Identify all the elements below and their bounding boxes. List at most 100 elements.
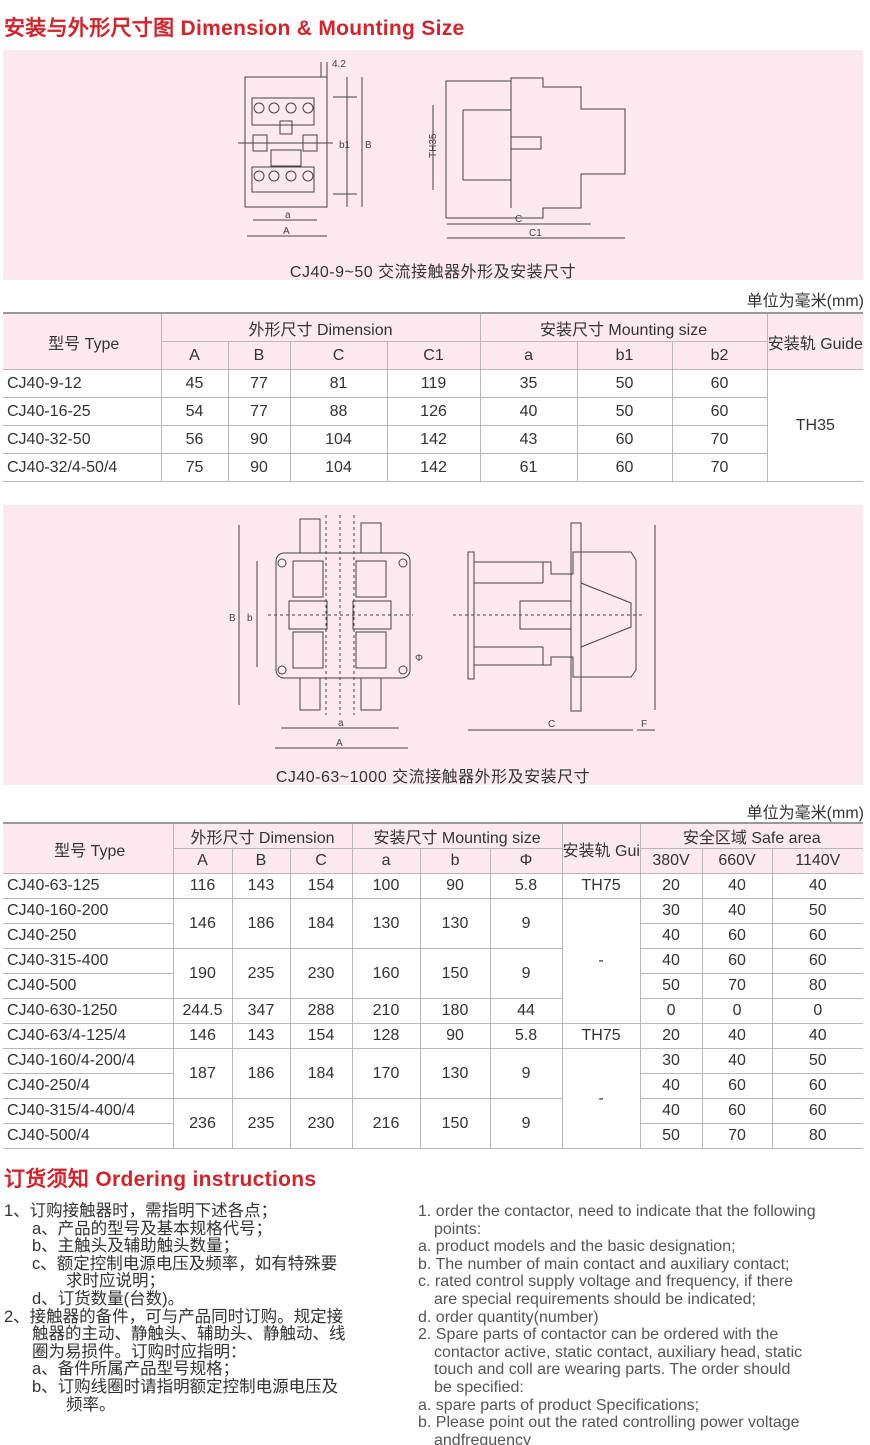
safe-area-cell: 40: [639, 1073, 703, 1099]
value-cell: 90: [419, 1023, 491, 1049]
instruction-line: touch and coll are wearing parts. The or…: [434, 1361, 791, 1379]
value-cell: 184: [289, 1048, 353, 1099]
table-row: CJ40-500 50 70 80: [3, 973, 864, 999]
value-cell: 5.8: [489, 1023, 563, 1049]
model-cell: CJ40-250: [3, 923, 173, 949]
instruction-line: be specified:: [434, 1378, 524, 1396]
value-cell: 160: [351, 948, 421, 999]
value-cell: 60: [671, 369, 768, 398]
value-cell: 150: [419, 1098, 491, 1149]
table-row: CJ40-63-125 116 143 154 100 90 5.8 TH75 20 40 40: [3, 873, 864, 899]
instruction-line: 求时应说明；: [66, 1272, 165, 1291]
header-guide: 安装轨 Guide: [561, 823, 641, 874]
safe-area-cell: 20: [639, 873, 703, 899]
dim-4-2-label: 4.2: [332, 59, 346, 70]
value-cell: 154: [289, 1023, 353, 1049]
model-cell: CJ40-16-25: [3, 397, 161, 426]
safe-area-cell: 80: [771, 1123, 864, 1149]
model-cell: CJ40-630-1250: [3, 998, 173, 1024]
value-cell: 54: [160, 397, 228, 426]
dim-A-large-label: A: [336, 738, 343, 749]
value-cell: 56: [160, 425, 228, 454]
guide-cell: TH75: [561, 1023, 641, 1049]
value-cell: 235: [231, 1098, 290, 1149]
value-cell: 40: [479, 397, 578, 426]
model-cell: CJ40-500: [3, 973, 173, 999]
value-cell: 230: [289, 948, 353, 999]
value-cell: 154: [289, 873, 353, 899]
model-cell: CJ40-63/4-125/4: [3, 1023, 173, 1049]
value-cell: 143: [231, 873, 290, 899]
value-cell: 43: [479, 425, 578, 454]
value-cell: 180: [419, 998, 491, 1024]
dim-C1-label: C1: [529, 228, 542, 239]
safe-area-cell: 40: [639, 923, 703, 949]
instruction-line: b. The number of main contact and auxili…: [418, 1255, 790, 1273]
table-row: CJ40-315-400 190 235 230 160 150 9 40 60 60: [3, 948, 864, 999]
value-cell: 5.8: [489, 873, 563, 899]
table-row: CJ40-63/4-125/4 146 143 154 128 90 5.8 TH75 20 40…: [3, 1023, 864, 1049]
value-cell: 190: [172, 948, 232, 999]
instruction-line: contactor active, static contact, auxili…: [434, 1343, 803, 1361]
dim-b1-label: b1: [339, 140, 351, 151]
instruction-line: a、备件所属产品型号规格；: [32, 1360, 240, 1379]
ordering-instructions-chinese: 1、订购接触器时，需指明下述各点； a、产品的型号及基本规格代号； b、主触头及辅助…: [4, 1202, 346, 1414]
value-cell: 186: [231, 1048, 290, 1099]
value-cell: 142: [386, 453, 481, 482]
subheader-cell: a: [351, 848, 421, 874]
instruction-line: a、产品的型号及基本规格代号；: [32, 1219, 273, 1238]
table-row: CJ40-160/4-200/4 187 186 184 170 130 9-30 40 50: [3, 1048, 864, 1149]
safe-area-cell: 60: [771, 1073, 864, 1099]
header-row: 型号 Type 外形尺寸 Dimension 安装尺寸 Mounting size 安…: [3, 313, 864, 370]
safe-area-cell: 50: [639, 1123, 703, 1149]
safe-area-cell: 40: [701, 1023, 773, 1049]
value-cell: 104: [289, 453, 387, 482]
table-row: CJ40-32/4-50/4 75 90 104 142 61 60 70: [3, 453, 863, 482]
value-cell: 236: [172, 1098, 232, 1149]
instruction-line: a. spare parts of product Specifications…: [418, 1396, 700, 1414]
value-cell: 150: [419, 948, 491, 999]
value-cell: 61: [479, 453, 578, 482]
model-cell: CJ40-315/4-400/4: [3, 1098, 173, 1124]
value-cell: 347: [231, 998, 290, 1024]
model-cell: CJ40-315-400: [3, 948, 173, 974]
value-cell: 126: [386, 397, 481, 426]
instruction-line: 2、接触器的备件，可与产品同时订购。规定接: [4, 1307, 344, 1326]
model-cell: CJ40-160/4-200/4: [3, 1048, 173, 1074]
safe-area-cell: 60: [701, 1073, 773, 1099]
table-row: CJ40-315/4-400/4 236 235 230 216 150 9 40 60 60: [3, 1098, 864, 1149]
table-row: CJ40-250 40 60 60: [3, 923, 864, 949]
subheader-cell: 380V: [639, 848, 703, 874]
diagram-panel-small: 4.2 b1 B a A TH35 C C1 CJ40-9~50 交流接触器外形…: [3, 50, 863, 281]
guide-cell: TH35: [766, 369, 864, 482]
value-cell: 119: [386, 369, 481, 398]
safe-area-cell: 40: [701, 898, 773, 924]
value-cell: 90: [419, 873, 491, 899]
instruction-line: andfrequency: [434, 1431, 531, 1445]
safe-area-cell: 20: [639, 1023, 703, 1049]
value-cell: 184: [289, 898, 353, 949]
instruction-line: 频率。: [66, 1395, 116, 1414]
value-cell: 130: [419, 1048, 491, 1099]
table-row: CJ40-160-200 146 186 184 130 130 9-30 40 50: [3, 898, 864, 1024]
value-cell: 116: [172, 873, 232, 899]
safe-area-cell: 60: [701, 923, 773, 949]
value-cell: 75: [160, 453, 228, 482]
header-dimension: 外形尺寸 Dimension: [172, 823, 353, 849]
value-cell: 143: [231, 1023, 290, 1049]
section-title-ordering: 订货须知 Ordering instructions: [4, 1168, 317, 1191]
subheader-cell: Φ: [489, 848, 563, 874]
contactor-drawing-large: B b Φ a A C F: [229, 515, 656, 749]
dim-a-label: a: [285, 210, 291, 221]
subheader-cell: A: [172, 848, 232, 874]
value-cell: 146: [172, 898, 232, 949]
header-type: 型号 Type: [3, 313, 161, 370]
subheader-cell: B: [227, 341, 290, 370]
instruction-line: b、订购线圈时请指明额定控制电源电压及: [32, 1377, 339, 1396]
safe-area-cell: 60: [771, 1098, 864, 1124]
value-cell: 9: [489, 948, 563, 999]
model-cell: CJ40-9-12: [3, 369, 161, 398]
safe-area-cell: 50: [771, 1048, 864, 1074]
unit-note-1: 单位为毫米(mm): [746, 293, 864, 310]
value-cell: 90: [227, 425, 290, 454]
